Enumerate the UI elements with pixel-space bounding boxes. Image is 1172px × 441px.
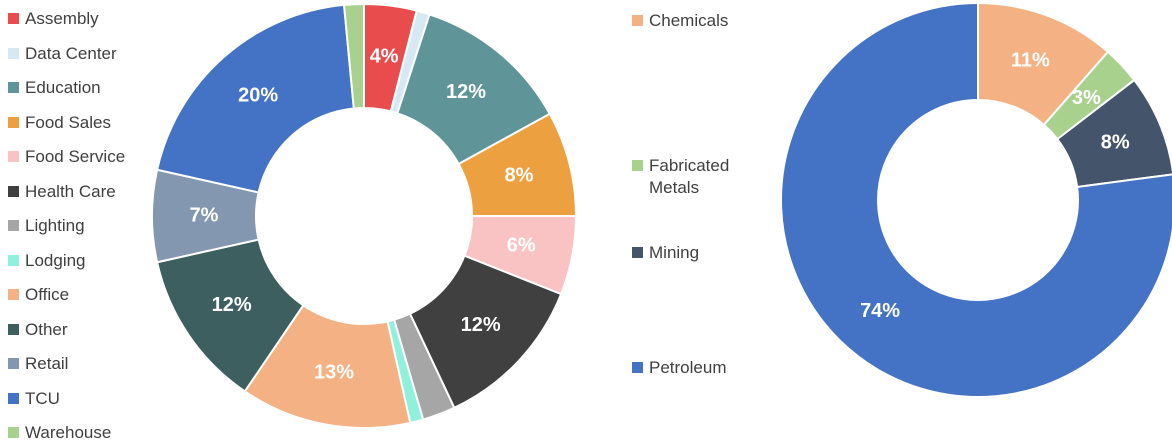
- legend-label: Lighting: [25, 216, 85, 235]
- legend-item: Fabricated Metals: [632, 155, 742, 199]
- legend-label: Education: [25, 78, 101, 97]
- legend-label: Petroleum: [649, 358, 727, 377]
- legend-item: Lighting: [8, 215, 138, 237]
- legend-swatch: [8, 220, 19, 231]
- legend-swatch: [8, 116, 19, 128]
- legend-swatch: [8, 254, 19, 266]
- legend-label: Office: [25, 285, 70, 304]
- slice-label: 12%: [446, 81, 486, 103]
- legend-item: Petroleum: [632, 357, 742, 379]
- legend-swatch: [8, 323, 19, 335]
- legend-label: Lodging: [25, 250, 86, 270]
- legend-item: TCU: [8, 388, 138, 410]
- legend-swatch: [632, 362, 643, 373]
- donut-slice: [342, 2, 365, 110]
- legend-swatch: [8, 151, 19, 162]
- legend-item: Chemicals: [632, 10, 742, 32]
- legend-label: Health Care: [25, 181, 116, 201]
- legend-item: Warehouse: [8, 422, 138, 441]
- slice-label: 13%: [314, 361, 354, 383]
- legend-label: TCU: [25, 388, 60, 408]
- slice-label: 8%: [1101, 131, 1130, 153]
- legend-item: Other: [8, 319, 138, 341]
- donut-slice: [1055, 78, 1172, 189]
- legend-swatch: [8, 47, 19, 59]
- legend-swatch: [8, 427, 19, 438]
- legend-item: Lodging: [8, 250, 138, 272]
- legend-item: Office: [8, 284, 138, 306]
- legend-label: Assembly: [25, 9, 99, 28]
- legend-item: Food Sales: [8, 112, 138, 134]
- legend-item: Retail: [8, 353, 138, 375]
- legend-label: Other: [25, 319, 68, 339]
- slice-label: 12%: [461, 314, 501, 336]
- slice-label: 20%: [238, 84, 278, 106]
- slice-label: 12%: [212, 294, 252, 316]
- slice-label: 8%: [505, 164, 534, 186]
- legend-label: Food Service: [25, 147, 126, 166]
- legend-swatch: [632, 160, 643, 171]
- slice-label: 3%: [1072, 87, 1101, 109]
- legend-label: Food Sales: [25, 112, 111, 132]
- donut-slice: [155, 3, 355, 194]
- donut-slice: [780, 1, 1172, 398]
- legend-item: Health Care: [8, 181, 138, 203]
- legend-label: Data Center: [25, 43, 117, 63]
- legend-swatch: [8, 392, 19, 404]
- slice-label: 4%: [370, 46, 399, 68]
- legend-swatch: [8, 358, 19, 369]
- legend-item: Education: [8, 77, 138, 99]
- legend-swatch: [8, 82, 19, 93]
- legend-swatch: [8, 185, 19, 197]
- legend-label: Mining: [649, 243, 700, 262]
- legend-swatch: [632, 15, 643, 26]
- legend-item: Food Service: [8, 146, 138, 168]
- legend-swatch: [8, 13, 19, 24]
- legend-item: Mining: [632, 242, 742, 264]
- legend-label: Fabricated Metals: [649, 156, 730, 197]
- slice-label: 6%: [507, 234, 536, 256]
- legend-label: Retail: [25, 354, 69, 373]
- legend-item: Assembly: [8, 8, 138, 30]
- slice-label: 74%: [860, 300, 900, 322]
- slice-label: 11%: [1011, 49, 1050, 71]
- legend-label: Chemicals: [649, 11, 729, 30]
- slice-label: 7%: [190, 204, 219, 226]
- legend-label: Warehouse: [25, 423, 112, 441]
- legend-item: Data Center: [8, 43, 138, 65]
- legend-swatch: [632, 247, 643, 258]
- legend-swatch: [8, 289, 19, 300]
